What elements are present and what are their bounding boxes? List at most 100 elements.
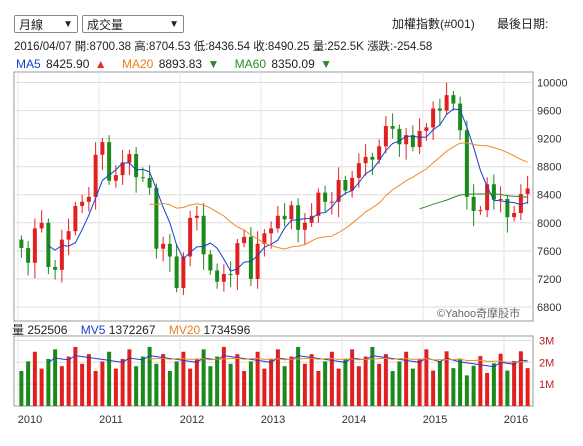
candle-body (363, 156, 368, 164)
last-date-label: 最後日期: (497, 17, 549, 31)
candle-body (525, 188, 530, 195)
candle-body (228, 274, 233, 276)
indicator-select[interactable]: 成交量 ▼ (82, 15, 184, 33)
price-tick-label: 7200 (537, 274, 561, 286)
volume-bar (208, 366, 213, 406)
volume-bar (302, 363, 307, 406)
ma20-direction-icon: ▼ (207, 57, 220, 71)
volume-bar (201, 349, 206, 406)
ma5-direction-icon: ▲ (94, 57, 107, 71)
high-label: 高: (134, 41, 149, 53)
candle-body (323, 192, 328, 202)
period-select[interactable]: 月線 ▼ (14, 15, 78, 33)
candle-body (113, 175, 118, 181)
volume-bar (134, 366, 139, 406)
candle-body (235, 243, 240, 275)
candle-body (451, 95, 456, 104)
candle-body (242, 236, 247, 244)
ma60-direction-icon: ▼ (320, 57, 332, 71)
candle-body (147, 177, 152, 188)
high-value: 8704.53 (148, 41, 191, 53)
x-tick-label: 2012 (180, 414, 204, 426)
volume-bar (167, 371, 172, 406)
candle-body (107, 142, 112, 181)
mv5-label: MV5 (80, 323, 106, 337)
open-value: 8700.38 (89, 41, 132, 53)
candle-body (485, 184, 490, 211)
price-tick-label: 8400 (537, 190, 561, 202)
candle-body (26, 248, 31, 263)
volume-tick-label: 2M (539, 357, 554, 369)
candle-body (370, 156, 375, 160)
volume-bar (350, 349, 355, 406)
volume-bar (140, 356, 145, 406)
volume-label: 量: (312, 41, 328, 53)
candle-body (289, 205, 294, 220)
candle-body (167, 243, 172, 257)
price-tick-label: 8000 (537, 218, 561, 230)
low-value: 8436.54 (208, 41, 251, 53)
volume-bar (93, 371, 98, 406)
candle-body (383, 126, 388, 147)
ma60-line (419, 193, 528, 210)
candle-body (154, 187, 159, 249)
volume-bar (154, 363, 159, 406)
candle-body (444, 95, 449, 111)
volume-bar (53, 349, 58, 406)
volume-bar (296, 346, 301, 406)
volume-bar (221, 346, 226, 406)
vol-value: 252506 (27, 323, 68, 337)
candle-body (296, 205, 301, 230)
candle-body (478, 210, 483, 212)
volume-bar (181, 351, 186, 406)
volume-bar (404, 351, 409, 406)
ma-legend: MA5 8425.90 ▲ MA20 8893.83 ▼ MA60 8350.0… (16, 57, 334, 71)
volume-bar (113, 368, 118, 406)
open-label: 開: (74, 41, 90, 53)
volume-bar (242, 371, 247, 406)
volume-bar (46, 358, 51, 406)
indicator-select-value: 成交量 (87, 18, 124, 32)
ma20-label: MA20 (122, 57, 154, 71)
candle-body (134, 154, 139, 178)
chevron-down-icon: ▼ (169, 19, 179, 30)
volume-bar (235, 354, 240, 406)
candle-body (86, 196, 91, 202)
price-tick-label: 9200 (537, 134, 561, 146)
candle-body (397, 128, 402, 145)
volume-bar (269, 358, 274, 406)
price-tick-label: 8800 (537, 162, 561, 174)
volume-bar (397, 361, 402, 406)
candle-body (309, 215, 314, 223)
candle-body (424, 127, 429, 131)
candle-body (53, 266, 58, 270)
candle-body (120, 162, 125, 176)
ma60-label: MA60 (234, 57, 267, 71)
mv20-label: MV20 (168, 323, 201, 337)
index-name: 加權指數(#001) (392, 17, 475, 31)
volume-bar (518, 351, 523, 406)
candle-body (269, 228, 274, 234)
volume-bar (275, 349, 280, 406)
volume-bar (174, 361, 179, 406)
volume-bar (262, 368, 267, 406)
close-value: 8490.25 (267, 41, 310, 53)
candle-body (275, 215, 280, 229)
candle-body (201, 215, 206, 255)
vol-label: 量 (12, 323, 25, 337)
volume-bar (424, 349, 429, 406)
volume-bar (26, 361, 31, 406)
volume-bar (498, 353, 503, 406)
candle-body (491, 184, 496, 200)
volume-bar (485, 372, 490, 406)
price-tick-label: 9600 (537, 106, 561, 118)
mv5-value: 1372267 (108, 323, 156, 337)
volume-bar (356, 366, 361, 406)
change-label: 漲跌: (367, 41, 394, 53)
volume-bar (282, 366, 287, 406)
candle-body (512, 212, 517, 218)
volume-bar (39, 368, 44, 406)
volume-bar (458, 358, 463, 406)
candle-body (518, 194, 523, 213)
ma5-line (48, 108, 528, 272)
